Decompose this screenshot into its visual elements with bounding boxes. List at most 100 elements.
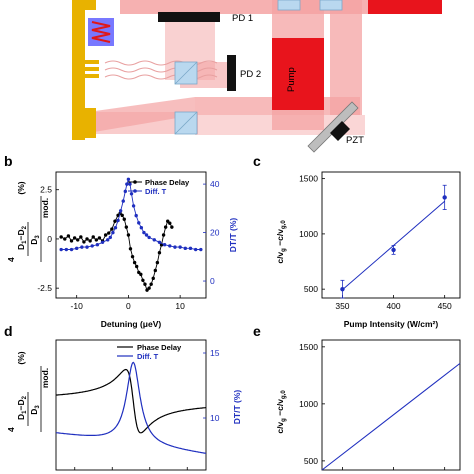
panel-letter-c: c [253,153,261,169]
chip-tab-bottom [72,108,96,138]
panel-letter-e: e [253,323,261,339]
y-axis-title-right-b: DT/T (%) [228,218,238,253]
data-point-phase-delay-b [134,264,139,269]
data-point-phase-delay-b [161,233,166,237]
data-point-phase-delay-b [88,239,92,243]
y-tick-label-right-b: 0 [210,276,215,286]
pzt-mirror [307,101,359,153]
data-point-phase-delay-b [103,233,108,237]
pd2-label: PD 2 [240,69,261,80]
svg-text:D1−D2: D1−D2 [16,395,28,420]
beam-splitter-2-diag [174,111,198,135]
y-left-d-mid: −D [16,399,26,410]
svg-text:D1−D2: D1−D2 [16,225,28,250]
data-point-diff-t-b [64,247,69,252]
y-axis-title-e: c/vg −c/vg,0 [275,390,287,434]
y-c-sb: g,0 [281,220,287,229]
data-point-diff-t-b [139,226,144,230]
data-point-c [340,286,345,292]
y-tick-label-left-b: 2.5 [40,185,52,195]
series-line-phase-delay-d [55,368,207,434]
beam-lower-left [88,112,198,134]
data-point-phase-delay-b [170,225,174,229]
data-point-diff-t-b [118,209,123,213]
chip-comb-1 [85,60,99,64]
y-left-d-mod: mod. [40,368,50,388]
y-axis-title-right-d: DT/T (%) [232,390,242,425]
data-point-diff-t-b [129,192,134,196]
data-point-diff-t-b [131,204,136,208]
plot-frame-c [321,171,461,299]
y-tick-label-right-d: 10 [210,413,220,423]
beam-splitter-1-diag [174,61,198,85]
data-point-phase-delay-b [107,231,111,235]
data-point-phase-delay-b [59,235,63,239]
svg-text:mod.: mod. [40,368,50,388]
pump-box [272,38,324,110]
plot-frame-b [55,171,207,299]
legend-label-phase-delay-d: Phase Delay [137,343,182,352]
series-line-diff-t-d [55,361,207,454]
data-point-c [391,247,396,253]
data-point-diff-t-b [111,230,115,235]
pd2-detector [227,55,236,91]
data-point-diff-t-b [123,189,128,194]
chip-tab-top [72,0,96,10]
x-tick-label-b: 0 [126,301,131,311]
y-e-b: −c/v [275,399,285,418]
wavy-line-1 [104,60,218,66]
schematic: PD 1 PD 2 Pump PZT [72,0,442,153]
y-tick-label-e: 1000 [299,399,318,409]
y-c-sa: g [281,248,287,252]
y-left-b-sub1: 1 [22,240,28,244]
data-point-diff-t-b [128,182,132,186]
y-axis-title-left-d: 4 D1−D2 D3 mod. (%) [6,351,50,432]
sample-zigzag [91,21,111,43]
chart-panel-d: 15105 Phase Delay Diff. T DT/T (%) 4 D1−… [6,339,242,471]
laser-box [368,0,442,14]
wavy-line-3 [104,74,218,80]
y-left-d-den: D [29,409,39,415]
y-tick-label-left-b: -2.5 [37,283,52,293]
y-c-b: −c/v [275,229,285,248]
data-point-phase-delay-b [149,282,153,286]
data-point-diff-t-b [121,199,125,203]
beam-lower-right [195,115,365,135]
data-point-diff-t-b [142,230,146,235]
y-left-d-sub2: 2 [22,395,28,399]
data-point-diff-t-b [144,233,149,237]
svg-text:(%): (%) [16,181,26,194]
data-point-c [442,195,447,200]
y-left-b-mod: mod. [40,198,50,218]
y-tick-label-c: 1500 [299,174,318,184]
data-point-diff-t-b [125,182,129,186]
beam-vertical-right [330,0,362,115]
pump-label: Pump [286,67,297,92]
data-point-phase-delay-b [147,286,151,290]
data-point-phase-delay-b [94,238,99,242]
panel-letter-b: b [4,153,13,169]
y-e-sa: g [281,418,287,422]
y-left-d-prefix: 4 [6,427,16,432]
pzt-label: PZT [346,135,364,146]
chart-panel-b: -10 0 10 2.5 0 -2.5 40 20 0 Detuning (μeV) DT/T … [6,171,238,329]
y-tick-label-right-d: 15 [210,348,220,358]
y-left-b-sub3: 3 [35,235,41,239]
y-left-b-unit: (%) [16,181,26,194]
data-point-phase-delay-b [97,236,102,240]
y-left-d-sub1: 1 [22,410,28,414]
data-point-diff-t-b [188,246,193,251]
svg-text:c/vg −c/vg,0: c/vg −c/vg,0 [275,220,287,264]
data-point-diff-t-b [108,235,113,240]
y-tick-label-left-b: 0 [47,234,52,244]
y-left-b-prefix: 4 [6,257,16,262]
svg-text:mod.: mod. [40,198,50,218]
data-point-diff-t-b [116,218,120,223]
data-point-phase-delay-b [82,240,86,244]
plot-frame-d [55,339,207,471]
data-point-diff-t-b [74,246,79,251]
data-point-phase-delay-b [66,234,71,238]
y-left-b-num: D [16,244,26,250]
svg-text:D3: D3 [29,405,41,415]
plot-frame-e [321,339,461,471]
